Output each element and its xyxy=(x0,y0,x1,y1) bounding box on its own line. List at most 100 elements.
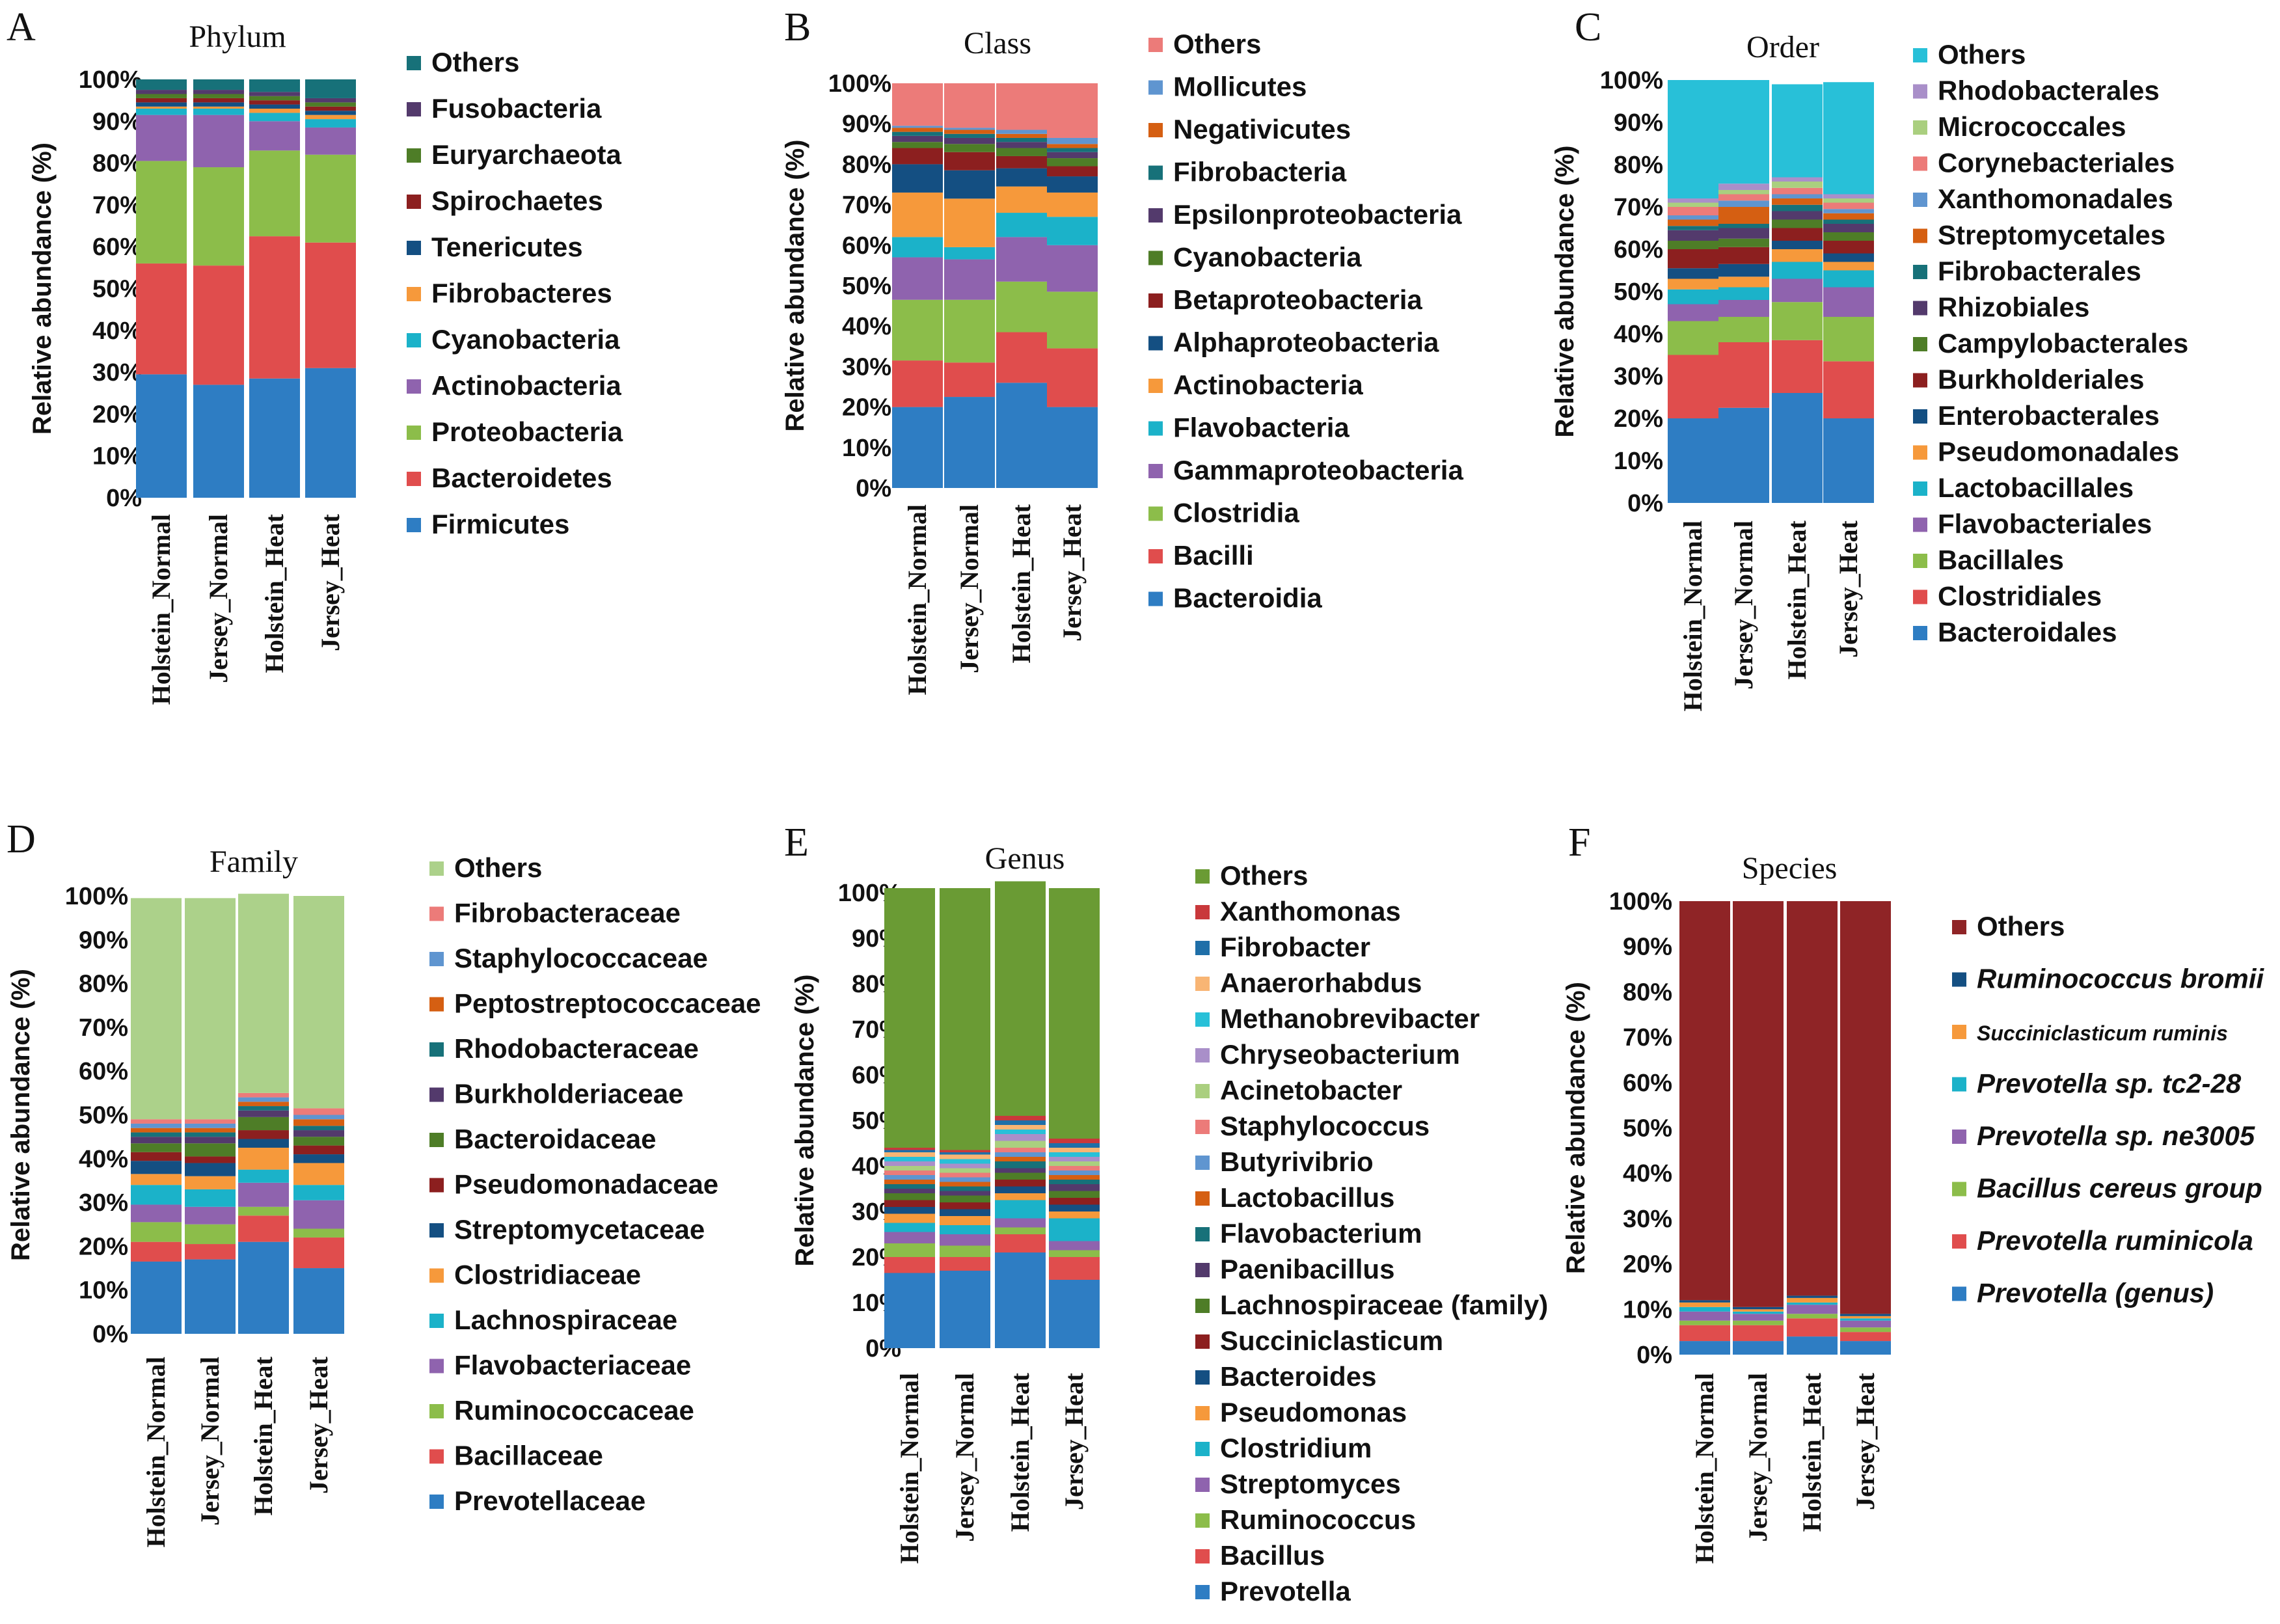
legend-label: Paenibacillus xyxy=(1220,1254,1394,1284)
bar-segment xyxy=(249,104,300,109)
legend-label: Proteobacteria xyxy=(431,416,623,447)
legend-label: Streptomycetaceae xyxy=(454,1214,705,1245)
y-tick-label: 0% xyxy=(92,1321,128,1348)
legend-label: Alphaproteobacteria xyxy=(1173,327,1439,358)
bar-segment xyxy=(136,106,187,109)
legend-swatch xyxy=(1148,591,1163,606)
y-tick-label: 70% xyxy=(92,192,142,219)
bar-segment xyxy=(185,1156,236,1163)
bar-segment xyxy=(884,888,935,1148)
x-tick-label: Holstein_Heat xyxy=(1782,520,1812,679)
bar-segment xyxy=(131,1132,182,1137)
legend-swatch xyxy=(407,472,421,486)
bar-segment xyxy=(892,299,943,361)
bar-segment xyxy=(1823,198,1874,203)
legend-label: Others xyxy=(1220,860,1308,891)
bar-segment xyxy=(305,102,356,107)
y-tick-label: 0% xyxy=(856,475,891,502)
bar-segment xyxy=(1772,262,1823,279)
y-tick-label: 30% xyxy=(92,359,142,386)
y-tick-label: 80% xyxy=(1623,979,1672,1006)
bar-segment xyxy=(944,362,995,398)
bar-segment xyxy=(1840,1314,1891,1316)
legend-swatch xyxy=(1195,1191,1210,1206)
bar-segment xyxy=(996,129,1047,134)
bar-segment xyxy=(1718,287,1769,300)
bar-segment xyxy=(1668,355,1718,418)
bar-segment xyxy=(940,1168,990,1173)
bar-segment xyxy=(136,102,187,107)
legend-swatch xyxy=(1913,445,1927,460)
x-tick-label: Holstein_Heat xyxy=(260,513,289,673)
x-tick-label: Holstein_Heat xyxy=(249,1356,278,1515)
legend-swatch xyxy=(1913,626,1927,640)
legend-swatch xyxy=(429,1314,444,1328)
x-tick-label: Holstein_Heat xyxy=(1007,504,1036,663)
bar-segment xyxy=(995,1200,1046,1219)
chart-panel-F: F Species Relative abundance (%) 0% 10% 20% 30… xyxy=(1562,820,2264,1563)
bar-segment xyxy=(1787,1297,1838,1303)
y-axis-label: Relative abundance (%) xyxy=(1562,982,1590,1274)
bar-segment xyxy=(884,1180,935,1184)
y-tick-label: 10% xyxy=(92,443,142,470)
x-tick-label: Holstein_Heat xyxy=(1005,1372,1035,1532)
bar-segment xyxy=(884,1166,935,1171)
bar-segment xyxy=(1668,207,1718,215)
bar-segment xyxy=(1049,1184,1100,1191)
chart-panel-D: D Family Relative abundance (%) 0% 10% 20% 30%… xyxy=(7,817,761,1547)
bar-segment xyxy=(293,1145,344,1155)
bar-segment xyxy=(1787,1302,1838,1305)
bar-segment xyxy=(884,1189,935,1193)
bar-segment xyxy=(131,1185,182,1205)
bar-segment xyxy=(193,167,244,266)
legend-swatch xyxy=(1195,1370,1210,1385)
legend-swatch xyxy=(1195,869,1210,884)
bar-segment xyxy=(944,137,995,144)
bar-segment xyxy=(1840,1320,1891,1328)
bar-segment xyxy=(238,1097,289,1102)
legend-swatch xyxy=(1148,506,1163,521)
y-tick-label: 30% xyxy=(1614,363,1663,390)
legend-swatch xyxy=(1195,1549,1210,1563)
bar-segment xyxy=(131,1119,182,1124)
bar-segment xyxy=(884,1171,935,1175)
legend-swatch xyxy=(1148,165,1163,180)
legend-label: Fibrobacteres xyxy=(431,278,612,308)
bar-segment xyxy=(1049,1204,1100,1211)
bar-segment xyxy=(136,79,187,90)
bar-segment xyxy=(185,1206,236,1225)
bar-segment xyxy=(238,1206,289,1216)
legend-swatch xyxy=(407,518,421,532)
bar-segment xyxy=(996,137,1047,142)
legend-label: Cyanobacteria xyxy=(431,324,620,355)
bar-segment xyxy=(136,161,187,264)
bar-segment xyxy=(1049,1157,1100,1161)
bar-segment xyxy=(1049,1250,1100,1257)
bar-segment xyxy=(996,213,1047,237)
bar-segment xyxy=(305,368,356,498)
bar-segment xyxy=(293,1137,344,1146)
legend-swatch xyxy=(1195,905,1210,919)
bar-segment xyxy=(995,1148,1046,1152)
y-axis-label: Relative abundance (%) xyxy=(791,974,819,1266)
bar-segment xyxy=(995,1161,1046,1169)
bar-segment xyxy=(1049,1218,1100,1241)
y-tick-label: 40% xyxy=(79,1146,128,1173)
bar-segment xyxy=(1668,304,1718,321)
bar-segment xyxy=(1049,1211,1100,1219)
y-tick-label: 60% xyxy=(842,232,891,260)
bar-segment xyxy=(884,1273,935,1348)
bar-segment xyxy=(940,1202,990,1210)
y-tick-label: 10% xyxy=(1623,1296,1672,1323)
bar-segment xyxy=(995,1234,1046,1252)
bar-segment xyxy=(996,186,1047,213)
bar-segment xyxy=(305,242,356,368)
bar-segment xyxy=(193,115,244,168)
y-tick-label: 0% xyxy=(1627,490,1663,517)
bar-segment xyxy=(238,1215,289,1242)
legend-label: Firmicutes xyxy=(431,509,569,539)
bar-segment xyxy=(1049,888,1100,1139)
bar-segment xyxy=(305,79,356,98)
y-tick-label: 100% xyxy=(828,70,891,98)
